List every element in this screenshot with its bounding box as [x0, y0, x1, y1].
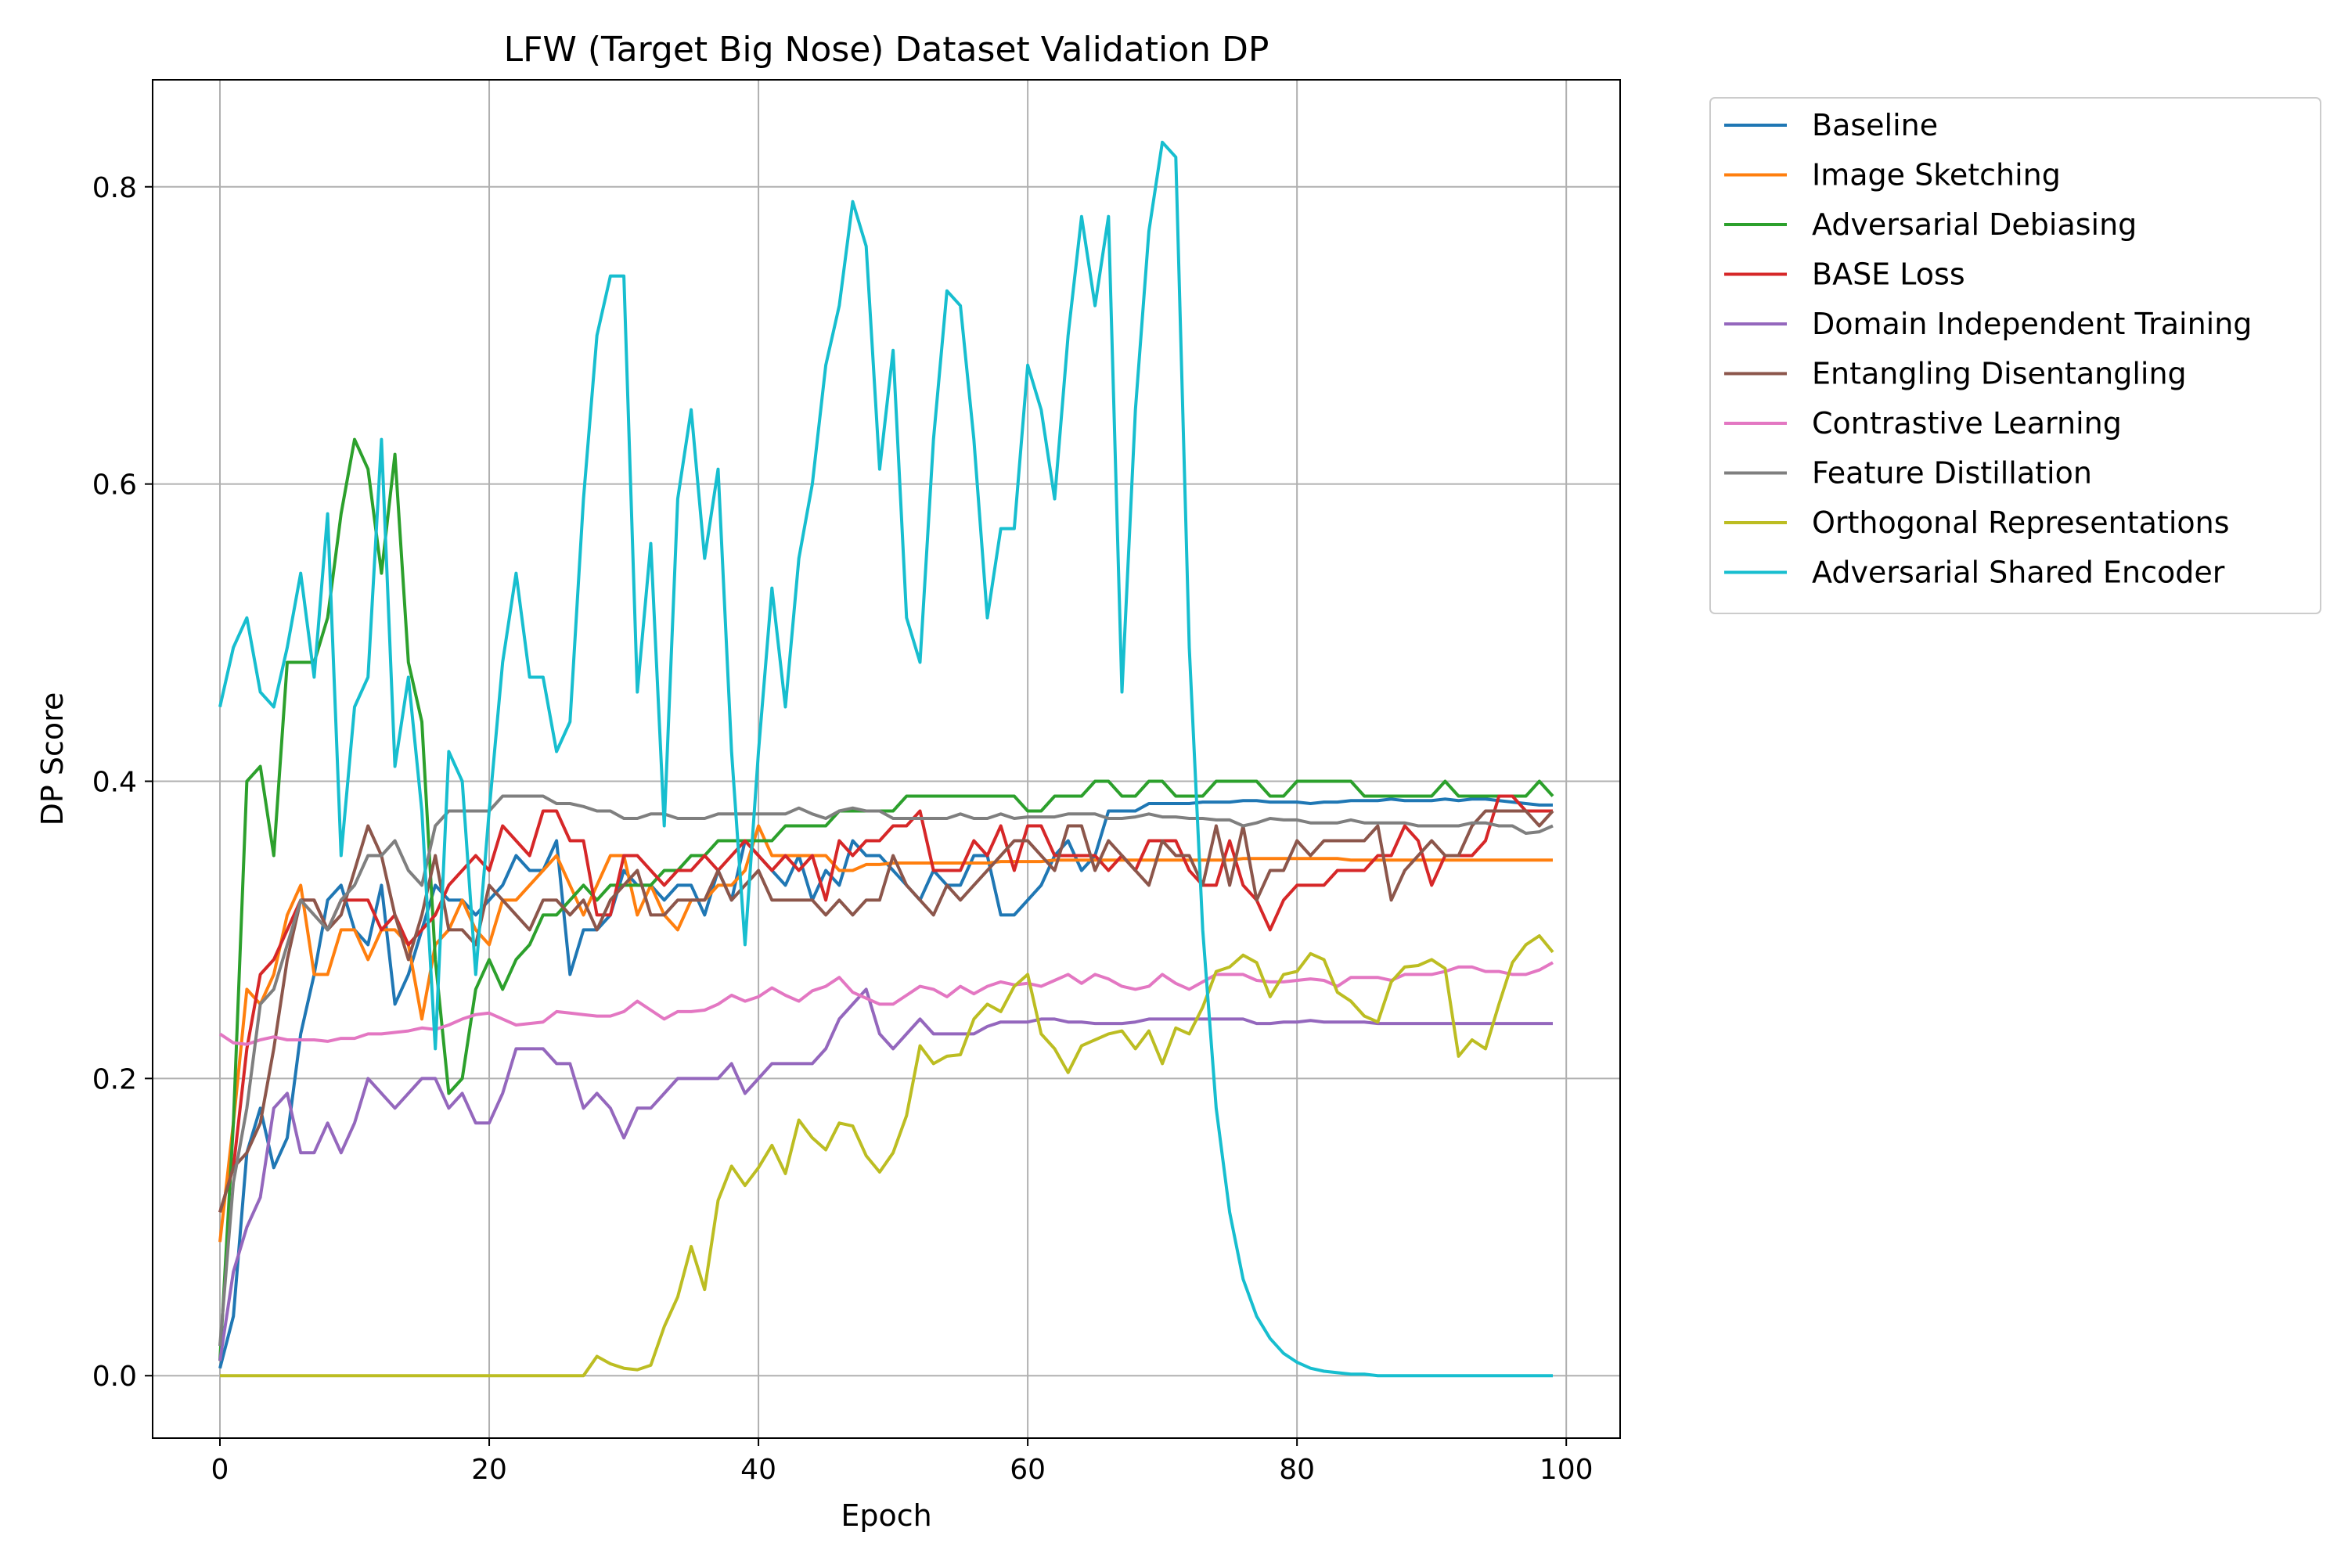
series-line-8 [220, 934, 1554, 1378]
legend-entry-label: Contrastive Learning [1812, 406, 2122, 441]
y-axis-label: DP Score [35, 692, 70, 826]
legend-box [1709, 97, 2321, 614]
series-line-1 [218, 824, 1553, 1243]
legend: Baseline Image Sketching Adversarial Debia… [1709, 97, 2321, 614]
x-tick-label: 40 [740, 1454, 776, 1486]
y-tick-label: 0.4 [92, 766, 137, 798]
x-tick-label: 20 [471, 1454, 507, 1486]
series-line-4 [218, 987, 1553, 1361]
series-line-7 [218, 794, 1554, 1347]
plot-area-frame [152, 79, 1621, 1439]
legend-entry-label: Orthogonal Representations [1812, 505, 2230, 540]
legend-entry-label: Entangling Disentangling [1812, 357, 2187, 391]
legend-entry-label: Feature Distillation [1812, 456, 2092, 491]
legend-entry-label: Adversarial Shared Encoder [1812, 556, 2225, 590]
series-lines [218, 140, 1554, 1378]
y-tick-label: 0.6 [92, 469, 137, 502]
axes: 0 20 40 60 80 100 0.0 0.2 0.4 0.6 0.8 [92, 172, 1594, 1486]
x-axis-label: Epoch [841, 1498, 931, 1533]
series-line-2 [218, 437, 1554, 1361]
legend-entry-label: Baseline [1812, 108, 1938, 142]
y-tick-label: 0.0 [92, 1361, 137, 1393]
legend-entry-label: BASE Loss [1812, 257, 1965, 292]
series-line-9 [218, 140, 1553, 1378]
x-tick-label: 0 [211, 1454, 229, 1486]
x-tick-label: 80 [1279, 1454, 1315, 1486]
x-tick-label: 100 [1540, 1454, 1594, 1486]
legend-entry-label: Image Sketching [1812, 158, 2061, 192]
legend-entry-label: Domain Independent Training [1812, 307, 2252, 341]
chart-title: LFW (Target Big Nose) Dataset Validation… [504, 30, 1269, 70]
x-tick-label: 60 [1010, 1454, 1046, 1486]
grid [153, 80, 1620, 1438]
y-tick-label: 0.8 [92, 172, 137, 204]
y-tick-label: 0.2 [92, 1063, 137, 1095]
series-line-6 [218, 961, 1554, 1046]
legend-entry-label: Adversarial Debiasing [1812, 207, 2137, 242]
